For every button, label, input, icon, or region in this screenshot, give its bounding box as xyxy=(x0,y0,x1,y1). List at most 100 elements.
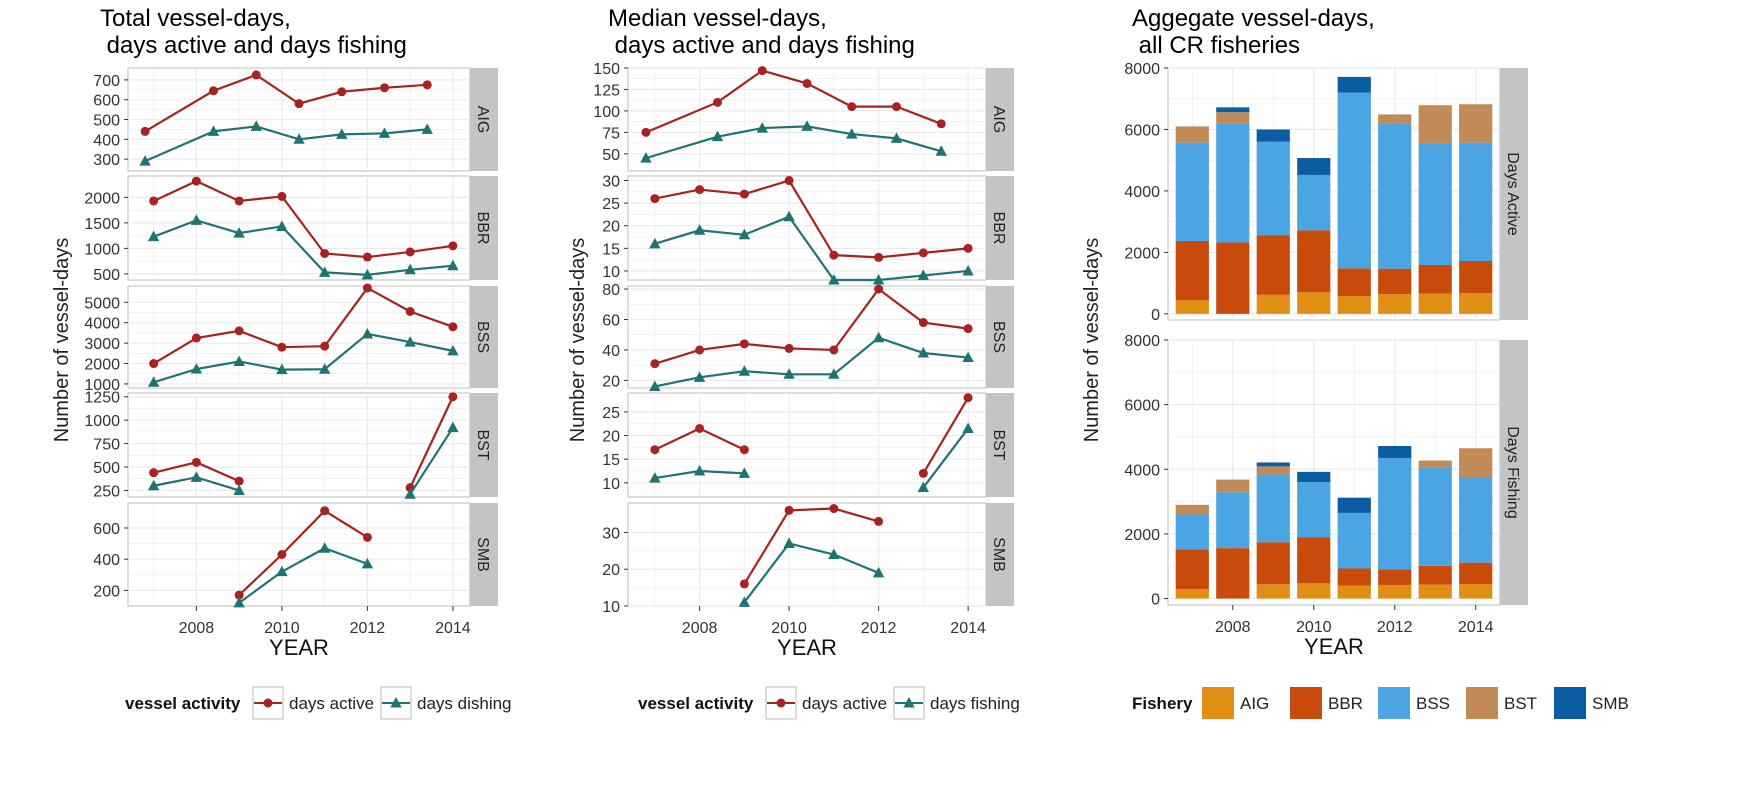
bar-segment xyxy=(1378,457,1412,570)
y-tick-label: 500 xyxy=(93,460,120,477)
y-tick-label: 75 xyxy=(602,125,620,142)
bar-segment xyxy=(1418,293,1452,314)
series-line xyxy=(654,179,969,259)
data-point xyxy=(139,155,151,166)
data-point xyxy=(276,220,288,231)
facet-strip xyxy=(986,393,1014,497)
bar-segment xyxy=(1175,504,1209,515)
y-tick-label: 4000 xyxy=(84,316,120,333)
panel-smb: 200 400 600 SMB xyxy=(93,502,498,608)
bar-segment xyxy=(1378,446,1412,458)
legend-entry: BST xyxy=(1504,694,1537,713)
data-point xyxy=(362,283,372,293)
bar-segment xyxy=(1337,568,1371,586)
facet-strip xyxy=(1500,68,1528,320)
data-point xyxy=(738,596,751,607)
bar-segment xyxy=(1378,114,1412,124)
bar-segment xyxy=(1418,565,1452,585)
data-point xyxy=(829,345,839,355)
bar-segment xyxy=(1459,477,1493,563)
data-point xyxy=(421,123,433,134)
data-point xyxy=(828,274,840,285)
panel-bss: 20 40 60 80 BSS xyxy=(602,282,1014,391)
y-tick-label: 500 xyxy=(93,267,120,284)
facet-strip xyxy=(470,68,498,171)
series-line xyxy=(743,542,880,603)
bar-segment xyxy=(1418,460,1452,468)
panel-background xyxy=(127,175,471,281)
legend-key xyxy=(1466,687,1498,719)
legend-entry: AIG xyxy=(1240,694,1269,713)
bar-segment xyxy=(1297,158,1331,175)
facet-strip xyxy=(470,286,498,388)
panel-background xyxy=(627,285,987,389)
bar-segment xyxy=(1378,584,1412,599)
data-point xyxy=(277,191,287,201)
data-point xyxy=(695,345,705,355)
bar-segment xyxy=(1297,174,1331,231)
bar-segment xyxy=(1216,492,1250,549)
bar-segment xyxy=(1418,584,1452,599)
x-tick-label: 2010 xyxy=(264,620,300,637)
data-point xyxy=(890,132,903,143)
data-point xyxy=(234,196,244,206)
bar-segment xyxy=(1297,471,1331,483)
panel-bst: 250 500 750 1000 1250 BST xyxy=(84,390,498,500)
bar-segment xyxy=(1175,514,1209,550)
data-point xyxy=(918,318,928,328)
data-point xyxy=(847,102,857,112)
facet-strip xyxy=(470,503,498,606)
bar-segment xyxy=(1216,112,1250,124)
data-point xyxy=(277,550,287,559)
data-point xyxy=(320,341,330,351)
panel-background xyxy=(127,285,471,389)
y-tick-label: 10 xyxy=(602,264,620,281)
bar-segment xyxy=(1378,268,1412,295)
data-point xyxy=(250,120,262,131)
facet-strip-label: BST xyxy=(474,429,491,460)
data-point xyxy=(140,126,150,136)
facet-strip-label: SMB xyxy=(990,537,1007,572)
panel-background xyxy=(627,392,987,498)
bar-segment xyxy=(1256,141,1290,236)
facet-strip xyxy=(1500,340,1528,605)
bar-segment xyxy=(1418,143,1452,265)
x-tick-label: 2010 xyxy=(771,620,807,637)
data-point xyxy=(963,324,973,334)
y-tick-label: 1000 xyxy=(84,241,120,258)
y-tick-label: 600 xyxy=(93,521,120,538)
legend-key xyxy=(1202,687,1234,719)
facet-strip-label: BSS xyxy=(474,321,491,353)
legend: Fishery AIG BBR BSS BST SMB xyxy=(1132,687,1629,719)
data-point xyxy=(149,468,159,478)
bar-segment xyxy=(1256,129,1290,142)
panel-days-active: 0 2000 4000 6000 8000 Days Active xyxy=(1124,61,1528,324)
x-axis-label: YEAR xyxy=(777,635,837,660)
y-tick-label: 15 xyxy=(602,241,620,258)
legend: vessel activity days active days fishing xyxy=(638,686,1020,720)
legend-entry: days active xyxy=(802,694,887,713)
y-tick-label: 2000 xyxy=(1124,245,1160,262)
data-point xyxy=(874,284,884,294)
data-point xyxy=(276,363,288,375)
chart-title: Aggegate vessel-days, all CR fisheries xyxy=(1132,5,1375,59)
data-point xyxy=(962,351,974,363)
facet-strip-label: BST xyxy=(990,429,1007,460)
data-point xyxy=(318,363,331,374)
data-point xyxy=(337,87,347,97)
data-point xyxy=(846,128,858,139)
panel-aig: 50 75 100 125 150 AIG xyxy=(593,61,1014,172)
facet-strip-label: AIG xyxy=(990,106,1007,134)
y-tick-label: 25 xyxy=(602,405,620,422)
data-point xyxy=(962,422,974,433)
data-point xyxy=(404,263,416,275)
bar-segment xyxy=(1297,482,1331,538)
y-tick-label: 20 xyxy=(602,429,620,446)
y-tick-label: 750 xyxy=(93,437,120,454)
data-point xyxy=(318,266,331,277)
data-point xyxy=(963,393,973,403)
legend-key-marker xyxy=(263,698,273,708)
bar-segment xyxy=(1337,268,1371,297)
y-tick-label: 4000 xyxy=(1124,184,1160,201)
data-point xyxy=(739,339,749,349)
